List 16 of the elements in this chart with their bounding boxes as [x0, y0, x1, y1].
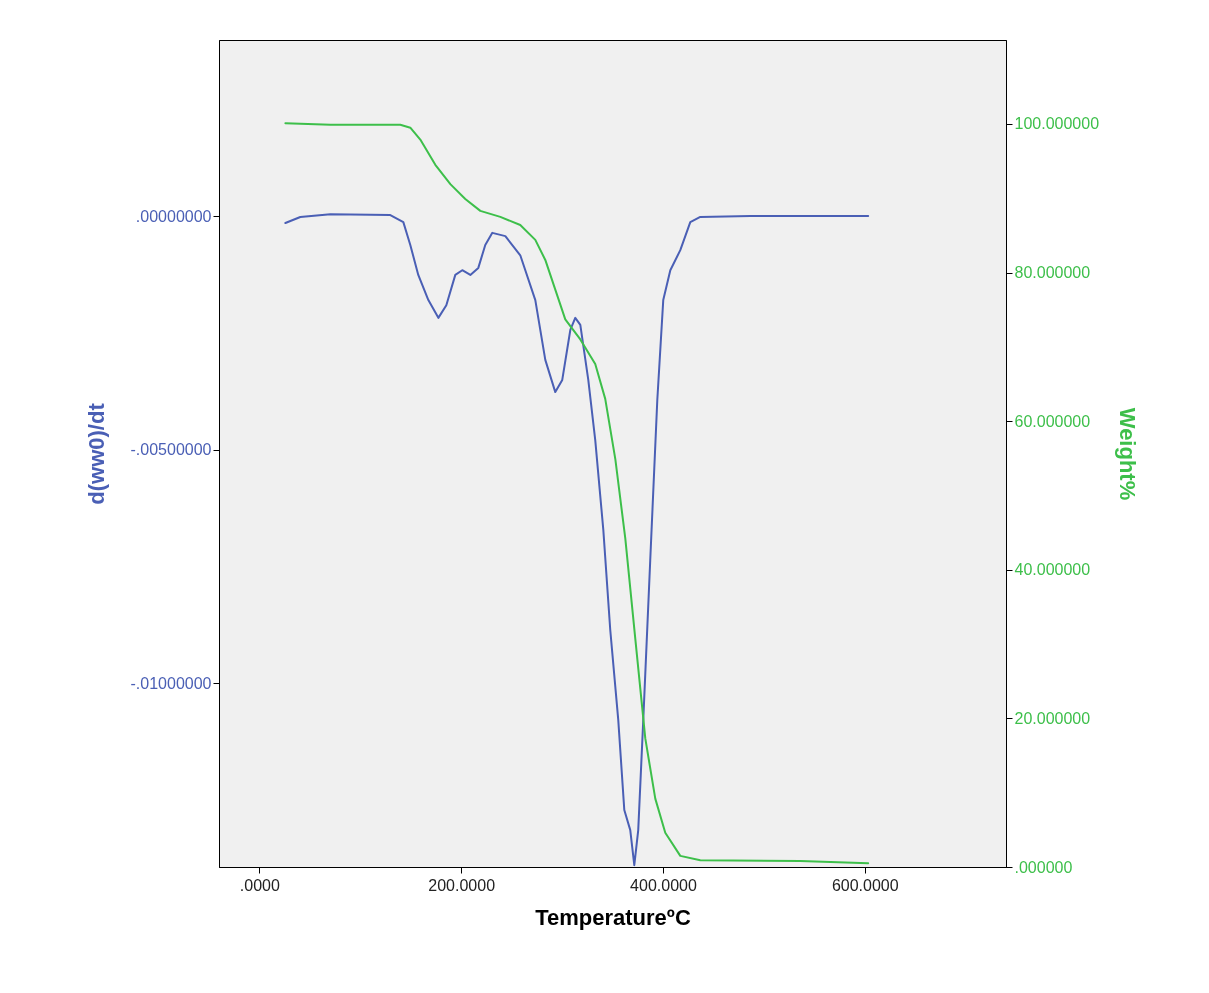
y2-tick-label: 60.000000 [1014, 412, 1091, 430]
x-axis-title: TemperatureºC [535, 904, 691, 930]
y-tick-label: -.01000000 [130, 674, 212, 692]
y2-tick-label: 20.000000 [1014, 709, 1091, 727]
y-axis-title: d(ww0)/dt [83, 402, 109, 505]
x-tick-label: 600.0000 [831, 876, 899, 894]
y2-tick-label: 100.000000 [1014, 115, 1100, 133]
y2-tick-label: 80.000000 [1014, 264, 1091, 282]
y-tick-label: .00000000 [135, 207, 212, 225]
x-tick-label: .0000 [239, 876, 280, 894]
y2-tick-label: 40.000000 [1014, 561, 1091, 579]
x-tick-label: 400.0000 [630, 876, 697, 894]
y2-tick-label: .000000 [1014, 858, 1073, 876]
y2-axis-title: Weight% [1115, 407, 1141, 501]
x-tick-label: 200.0000 [428, 876, 496, 894]
y-tick-label: -.00500000 [130, 441, 212, 459]
